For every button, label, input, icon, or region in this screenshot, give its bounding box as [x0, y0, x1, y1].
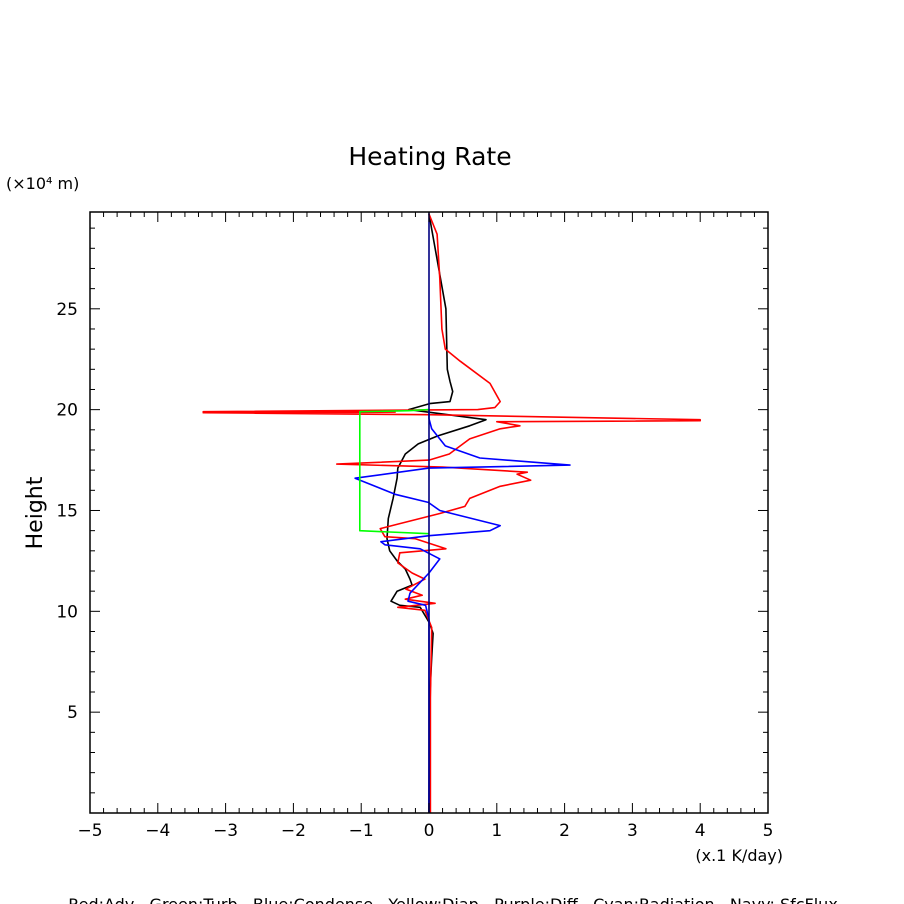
series-line-adv	[202, 213, 702, 813]
series-line-total	[386, 213, 487, 814]
y-axis-label: Height	[23, 476, 48, 549]
y-tick-label: 25	[56, 300, 78, 320]
x-tick-label: 2	[559, 821, 570, 841]
x-tick-label: 5	[763, 821, 774, 841]
x-tick-label: −4	[145, 821, 170, 841]
x-tick-label: 3	[627, 821, 638, 841]
y-tick-label: 5	[67, 703, 78, 723]
x-tick-label: 1	[491, 821, 502, 841]
series-line-condense	[354, 409, 571, 813]
x-tick-label: 4	[695, 821, 706, 841]
y-tick-label: 20	[56, 401, 78, 421]
x-tick-label: −5	[77, 821, 102, 841]
y-tick-label: 15	[56, 501, 78, 521]
series-layer	[202, 212, 702, 814]
chart-title: Heating Rate	[348, 142, 511, 171]
x-tick-label: 0	[424, 821, 435, 841]
x-tick-label: −3	[213, 821, 238, 841]
legend-text: Red:Adv Green:Turb Blue:Condense Yellow:…	[68, 895, 838, 904]
x-tick-label: −1	[349, 821, 374, 841]
y-tick-label: 10	[56, 602, 78, 622]
y-unit-label: (×10⁴ m)	[6, 174, 79, 193]
x-tick-label: −2	[281, 821, 306, 841]
x-axis-label: (x.1 K/day)	[695, 846, 783, 865]
axes-layer: −5 −4 −3 −2 −1 0 1 2 3 4 5 5 10 15 20 25	[56, 211, 774, 841]
series-line-turb	[358, 408, 430, 535]
